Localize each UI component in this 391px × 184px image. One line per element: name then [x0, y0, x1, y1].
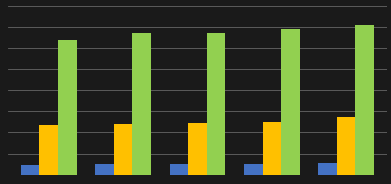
Bar [262, 122, 281, 175]
Bar [39, 125, 58, 175]
Bar [244, 164, 262, 175]
Bar [95, 164, 114, 175]
Bar [337, 117, 355, 175]
Bar [133, 33, 151, 175]
Bar [281, 29, 300, 175]
Bar [207, 33, 225, 175]
Bar [355, 25, 374, 175]
Bar [21, 164, 39, 175]
Bar [318, 163, 337, 175]
Bar [188, 123, 207, 175]
Bar [170, 164, 188, 175]
Bar [114, 124, 133, 175]
Bar [58, 40, 77, 175]
